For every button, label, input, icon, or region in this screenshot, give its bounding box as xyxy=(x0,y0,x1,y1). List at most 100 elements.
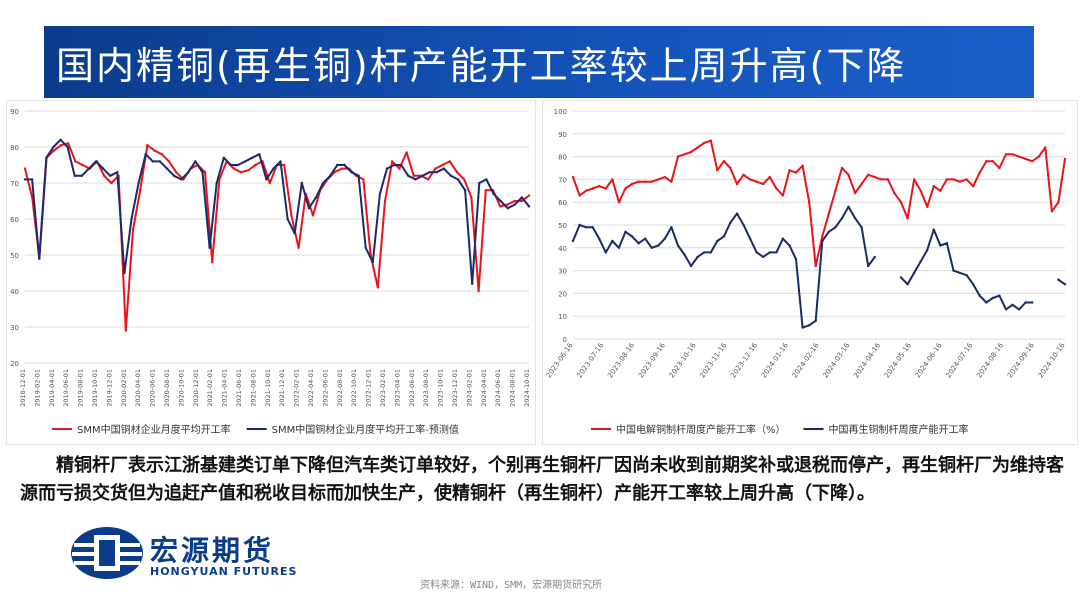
data-point xyxy=(167,160,171,163)
data-point xyxy=(808,201,811,204)
x-tick-label: 2019-08-01 xyxy=(77,369,85,407)
data-point xyxy=(860,182,863,186)
data-point xyxy=(1004,153,1008,156)
data-point xyxy=(919,189,922,192)
data-point xyxy=(265,178,268,181)
x-tick-label: 2019-04-01 xyxy=(48,369,56,407)
data-point xyxy=(880,178,883,181)
data-point xyxy=(30,178,34,181)
data-point xyxy=(762,182,765,186)
data-point xyxy=(893,191,896,195)
data-point xyxy=(357,174,360,177)
data-point xyxy=(755,180,758,183)
data-point xyxy=(926,248,929,252)
data-point xyxy=(853,217,857,220)
data-point xyxy=(598,237,601,240)
data-point xyxy=(1044,146,1047,149)
data-point xyxy=(527,194,531,197)
y-tick-label: 40 xyxy=(558,245,567,253)
x-tick-label: 2021-02-01 xyxy=(206,369,214,407)
data-point xyxy=(110,181,113,185)
data-point xyxy=(821,235,824,238)
data-point xyxy=(405,151,408,154)
data-point xyxy=(1011,153,1014,156)
data-point xyxy=(978,171,981,174)
data-point xyxy=(794,258,798,261)
data-point xyxy=(385,167,389,170)
data-point xyxy=(591,226,594,229)
data-point xyxy=(716,239,719,243)
x-tick-label: 2023-10-01 xyxy=(437,369,445,407)
data-point xyxy=(886,178,890,181)
data-point xyxy=(307,207,311,210)
source-note: 资料来源：WIND，SMM，宏源期货研究所 xyxy=(420,580,603,591)
data-point xyxy=(650,180,653,183)
data-point xyxy=(801,326,804,329)
commentary-text: 精铜杆厂表示江浙基建类订单下降但汽车类订单较好，个别再生铜杆厂因尚未收到前期奖补… xyxy=(20,455,1064,504)
data-point xyxy=(187,171,190,174)
data-point xyxy=(853,191,857,195)
data-point xyxy=(958,271,962,275)
data-point xyxy=(398,167,401,170)
x-tick-label: 2024-08-01 xyxy=(509,369,517,407)
data-point xyxy=(912,178,916,181)
data-point xyxy=(748,237,752,240)
x-tick-label: 2024-09-16 xyxy=(1006,341,1036,379)
data-point xyxy=(520,199,523,203)
chart-right-svg: 0 10 20 30 40 50 60 70 80 90 100 2023-06-16 2023-07-… xyxy=(545,108,1067,436)
x-tick-label: 2023-12-16 xyxy=(729,341,759,379)
data-point xyxy=(116,171,119,174)
data-point xyxy=(153,149,156,152)
data-point xyxy=(840,217,844,220)
data-point xyxy=(279,160,282,163)
data-point xyxy=(952,269,955,272)
data-point xyxy=(286,217,289,221)
data-point xyxy=(428,171,431,174)
data-point xyxy=(208,246,211,249)
data-point xyxy=(251,156,254,159)
data-point xyxy=(696,146,699,149)
x-tick-label: 2022-08-01 xyxy=(336,369,344,407)
y-tick-label: 90 xyxy=(10,108,19,116)
data-point xyxy=(788,244,791,247)
x-tick-label: 2021-10-01 xyxy=(264,369,272,407)
x-tick-label: 2022-10-01 xyxy=(350,369,358,407)
x-tick-label: 2023-08-16 xyxy=(606,341,636,379)
data-point xyxy=(477,289,480,293)
data-point xyxy=(899,201,903,204)
data-point xyxy=(748,178,752,181)
y-tick-label: 20 xyxy=(558,290,567,298)
y-tick-label: 100 xyxy=(554,108,567,116)
data-point xyxy=(38,257,41,260)
data-point xyxy=(378,192,382,195)
series-line-0 xyxy=(24,142,530,332)
data-point xyxy=(1031,160,1034,163)
data-point xyxy=(400,163,403,167)
data-point xyxy=(109,174,112,177)
data-point xyxy=(578,194,581,197)
data-point xyxy=(985,160,988,163)
data-point xyxy=(73,174,76,177)
y-tick-label: 20 xyxy=(10,360,19,368)
data-point xyxy=(867,173,870,176)
data-point xyxy=(926,205,929,208)
data-point xyxy=(137,181,140,185)
data-point xyxy=(952,178,955,181)
data-point xyxy=(131,228,135,231)
data-point xyxy=(1017,155,1021,158)
data-point xyxy=(781,237,785,240)
logo-name-en: HONGYUAN FUTURES xyxy=(150,565,298,578)
data-point xyxy=(644,237,647,240)
data-point xyxy=(670,180,673,183)
x-tick-label: 2024-05-16 xyxy=(883,341,913,379)
data-point xyxy=(103,174,106,177)
data-point xyxy=(449,174,453,177)
x-tick-label: 2021-08-01 xyxy=(249,369,257,407)
x-tick-label: 2021-06-01 xyxy=(235,369,243,407)
data-point xyxy=(703,141,706,145)
data-point xyxy=(463,178,466,181)
data-point xyxy=(441,163,444,167)
data-point xyxy=(1063,283,1067,286)
data-point xyxy=(455,171,459,174)
series-line-0 xyxy=(572,139,1066,267)
